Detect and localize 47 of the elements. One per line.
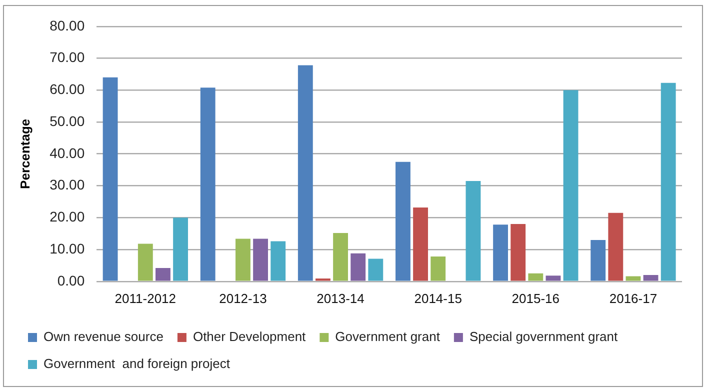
legend-label: Special government grant: [469, 329, 618, 344]
y-tick-label: 30.00: [50, 176, 85, 193]
legend-label: Other Development: [192, 329, 306, 344]
y-axis-title: Percentage: [17, 118, 32, 189]
bar: [563, 90, 578, 281]
x-tick-label: 2015-16: [512, 290, 560, 306]
bar: [430, 256, 446, 281]
y-tick-label: 70.00: [50, 49, 85, 66]
bar: [138, 244, 153, 281]
legend-label: Own revenue source: [44, 329, 164, 344]
bar: [510, 224, 526, 281]
bar: [298, 65, 313, 281]
bar: [626, 276, 641, 281]
bar: [396, 162, 410, 281]
x-tick-label: 2014-15: [414, 290, 462, 306]
x-tick-label: 2013-14: [316, 290, 364, 306]
y-tick-label: 10.00: [50, 240, 85, 256]
legend-label: Government grant: [335, 329, 440, 344]
bar: [173, 218, 188, 281]
bar: [333, 232, 348, 281]
bar: [590, 240, 606, 281]
y-tick-label: 80.00: [50, 17, 85, 34]
bar: [200, 88, 216, 281]
x-tick-label: 2012-13: [219, 290, 267, 306]
legend-label: Government and foreign project: [44, 356, 230, 372]
x-tick-label: 2016-17: [609, 290, 658, 306]
y-tick-label: 50.00: [50, 112, 85, 129]
y-tick-label: 60.00: [50, 81, 85, 98]
y-tick-label: 20.00: [50, 208, 85, 225]
bar: [466, 180, 481, 281]
bar: [660, 82, 676, 281]
bar: [643, 275, 658, 281]
bar: [156, 268, 170, 281]
bar: [253, 238, 268, 281]
bar: [102, 77, 118, 281]
bar: [236, 238, 250, 281]
bar: [350, 253, 366, 281]
bar: [493, 224, 508, 281]
x-tick-label: 2011-2012: [114, 290, 176, 306]
bar: [368, 258, 384, 281]
bar: [413, 207, 428, 281]
bar: [608, 212, 624, 281]
bar: [546, 276, 561, 281]
bar: [270, 241, 286, 281]
bar: [528, 273, 544, 281]
y-tick-label: 0.00: [57, 272, 85, 288]
y-tick-label: 40.00: [50, 144, 85, 161]
